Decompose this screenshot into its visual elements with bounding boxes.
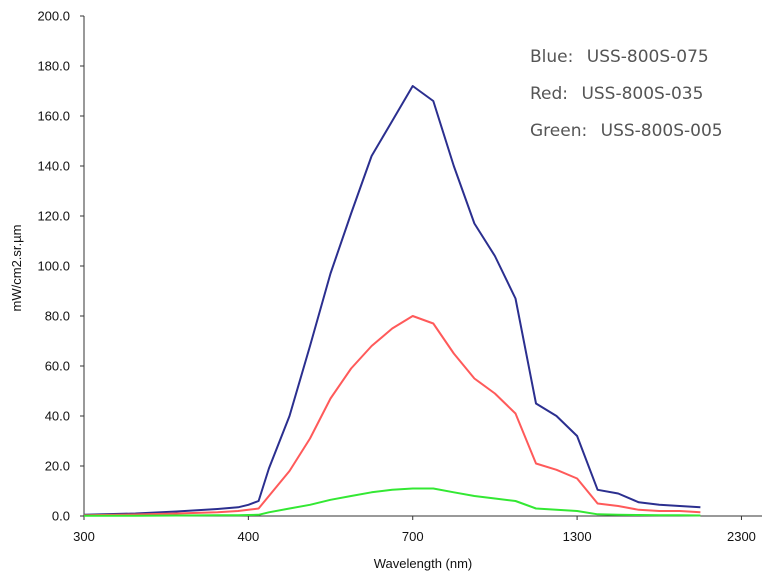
- y-tick-label: 120.0: [37, 209, 70, 224]
- y-tick-label: 40.0: [45, 409, 70, 424]
- y-tick-label: 60.0: [45, 359, 70, 374]
- y-tick-label: 180.0: [37, 59, 70, 74]
- y-tick-label: 160.0: [37, 109, 70, 124]
- y-tick-label: 80.0: [45, 309, 70, 324]
- legend: Blue: USS-800S-075 Red: USS-800S-035 Gre…: [530, 47, 723, 141]
- legend-entry-green: Green: USS-800S-005: [530, 121, 723, 141]
- legend-green-label: Green:: [530, 121, 587, 141]
- y-tick-label: 140.0: [37, 159, 70, 174]
- legend-green-value: USS-800S-005: [601, 121, 723, 141]
- y-tick-group: 0.0 20.0 40.0 60.0 80.0 100.0 120.0 140.0 160.0 1…: [37, 9, 84, 524]
- legend-red-label: Red:: [530, 84, 568, 104]
- y-tick-label: 20.0: [45, 459, 70, 474]
- y-tick-label: 200.0: [37, 9, 70, 24]
- x-tick-label: 400: [238, 529, 260, 544]
- series-line-red: [83, 315, 701, 517]
- y-axis-title: mW/cm2.sr.µm: [9, 225, 24, 312]
- legend-entry-blue: Blue: USS-800S-075: [530, 47, 709, 67]
- y-tick-label: 100.0: [37, 259, 70, 274]
- x-tick-label: 1300: [563, 529, 592, 544]
- x-tick-label: 2300: [727, 529, 756, 544]
- series-line-green: [84, 487, 701, 517]
- y-tick-label: 0.0: [52, 509, 70, 524]
- x-tick-label: 300: [73, 529, 95, 544]
- x-tick-label: 700: [402, 529, 424, 544]
- legend-blue-value: USS-800S-075: [587, 47, 709, 67]
- legend-red-value: USS-800S-035: [581, 84, 703, 104]
- series-group: [83, 85, 701, 517]
- legend-blue-label: Blue:: [530, 47, 573, 67]
- series-line-blue: [83, 85, 701, 516]
- legend-entry-red: Red: USS-800S-035: [530, 84, 703, 104]
- x-tick-group: 300 400 700 1300 2300: [73, 516, 756, 544]
- x-axis-title: Wavelength (nm): [374, 556, 473, 571]
